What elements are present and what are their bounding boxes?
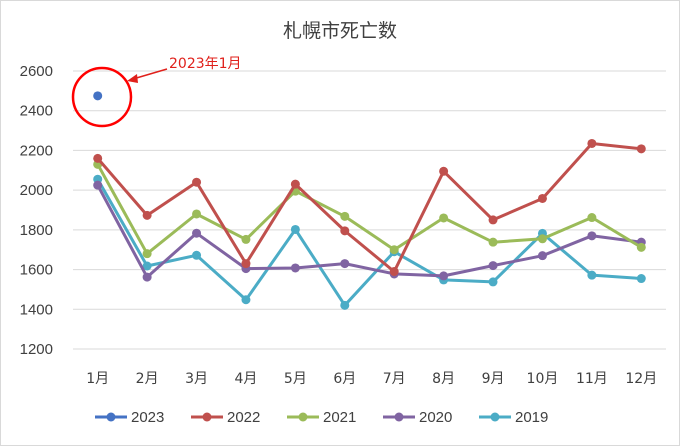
annotation-circle: [71, 66, 133, 128]
legend: 2023 2022 2021 2020 2019: [95, 409, 548, 426]
x-tick-label: 8月: [432, 371, 455, 387]
legend-swatch-marker: [106, 412, 116, 422]
x-tick-label: 4月: [234, 371, 257, 387]
legend-item: 2021: [287, 409, 356, 426]
data-point: [340, 211, 350, 221]
annotation-arrowhead: [127, 74, 138, 83]
data-point: [142, 261, 152, 271]
legend-label: 2020: [419, 409, 452, 426]
series-2023: [93, 91, 103, 101]
data-point: [142, 210, 152, 220]
data-point: [587, 270, 597, 280]
x-tick-label: 3月: [185, 371, 208, 387]
x-tick-label: 12月: [625, 371, 657, 387]
data-point: [241, 259, 251, 269]
legend-label: 2023: [131, 409, 164, 426]
x-tick-label: 6月: [333, 371, 356, 387]
x-tick-label: 11月: [576, 371, 608, 387]
x-tick-label: 1月: [86, 371, 109, 387]
data-point: [488, 261, 498, 271]
data-point: [290, 224, 300, 234]
data-point: [488, 215, 498, 225]
legend-item: 2020: [383, 409, 452, 426]
legend-label: 2022: [227, 409, 260, 426]
data-point: [93, 91, 103, 101]
data-point: [340, 259, 350, 269]
annotation-label: 2023年1月: [169, 56, 242, 72]
data-point: [439, 166, 449, 176]
legend-item: 2023: [95, 409, 164, 426]
legend-item: 2022: [191, 409, 260, 426]
y-axis: 1200 1400 1600 1800 2000 2200 2400 2600: [20, 63, 53, 358]
chart-title: 札幌市死亡数: [283, 20, 397, 42]
legend-item: 2019: [479, 409, 548, 426]
data-point: [389, 245, 399, 255]
legend-label: 2021: [323, 409, 356, 426]
series-2019: [93, 174, 646, 310]
data-point: [488, 277, 498, 287]
data-point: [636, 274, 646, 284]
data-point: [340, 300, 350, 310]
x-axis: 1月 2月 3月 4月 5月 6月 7月 8月 9月 10月 11月 12月: [86, 371, 657, 387]
x-tick-label: 5月: [284, 371, 307, 387]
x-tick-label: 10月: [527, 371, 559, 387]
data-point: [537, 234, 547, 244]
x-tick-label: 9月: [482, 371, 505, 387]
legend-swatch-marker: [394, 412, 404, 422]
series-2022: [93, 138, 646, 277]
y-tick-label: 2600: [20, 63, 53, 80]
data-point: [142, 272, 152, 282]
data-point: [142, 249, 152, 259]
series-2021: [93, 159, 646, 259]
y-tick-label: 2400: [20, 103, 53, 120]
y-tick-label: 1800: [20, 222, 53, 239]
data-point: [587, 213, 597, 223]
data-point: [93, 180, 103, 190]
data-point: [192, 228, 202, 238]
data-point: [636, 144, 646, 154]
data-point: [290, 179, 300, 189]
series-line: [96, 163, 643, 256]
data-point: [587, 138, 597, 148]
data-point: [488, 237, 498, 247]
data-point: [587, 231, 597, 241]
series-line: [96, 184, 642, 279]
data-point: [389, 267, 399, 277]
legend-label: 2019: [515, 409, 548, 426]
data-point: [192, 250, 202, 260]
y-tick-label: 1600: [20, 262, 53, 279]
y-tick-label: 2200: [20, 142, 53, 159]
data-point: [192, 209, 202, 219]
data-point: [192, 177, 202, 187]
data-point: [290, 263, 300, 273]
y-tick-label: 2000: [20, 182, 53, 199]
data-point: [537, 193, 547, 203]
legend-swatch-marker: [490, 412, 500, 422]
data-point: [537, 251, 547, 261]
legend-swatch-marker: [202, 412, 212, 422]
series-line: [96, 178, 642, 307]
series-lines: [93, 91, 646, 310]
legend-swatch-marker: [298, 412, 308, 422]
data-point: [636, 242, 646, 252]
gridlines: [73, 70, 666, 350]
data-point: [439, 213, 449, 223]
data-point: [340, 226, 350, 236]
x-tick-label: 7月: [383, 371, 406, 387]
y-tick-label: 1200: [20, 341, 53, 358]
y-tick-label: 1400: [20, 301, 53, 318]
data-point: [241, 295, 251, 305]
x-tick-label: 2月: [136, 371, 159, 387]
data-point: [439, 271, 449, 281]
data-point: [93, 153, 103, 163]
annotation: 2023年1月: [71, 56, 242, 128]
series-line: [96, 142, 642, 274]
annotation-arrow: [132, 68, 168, 80]
data-point: [241, 234, 251, 244]
